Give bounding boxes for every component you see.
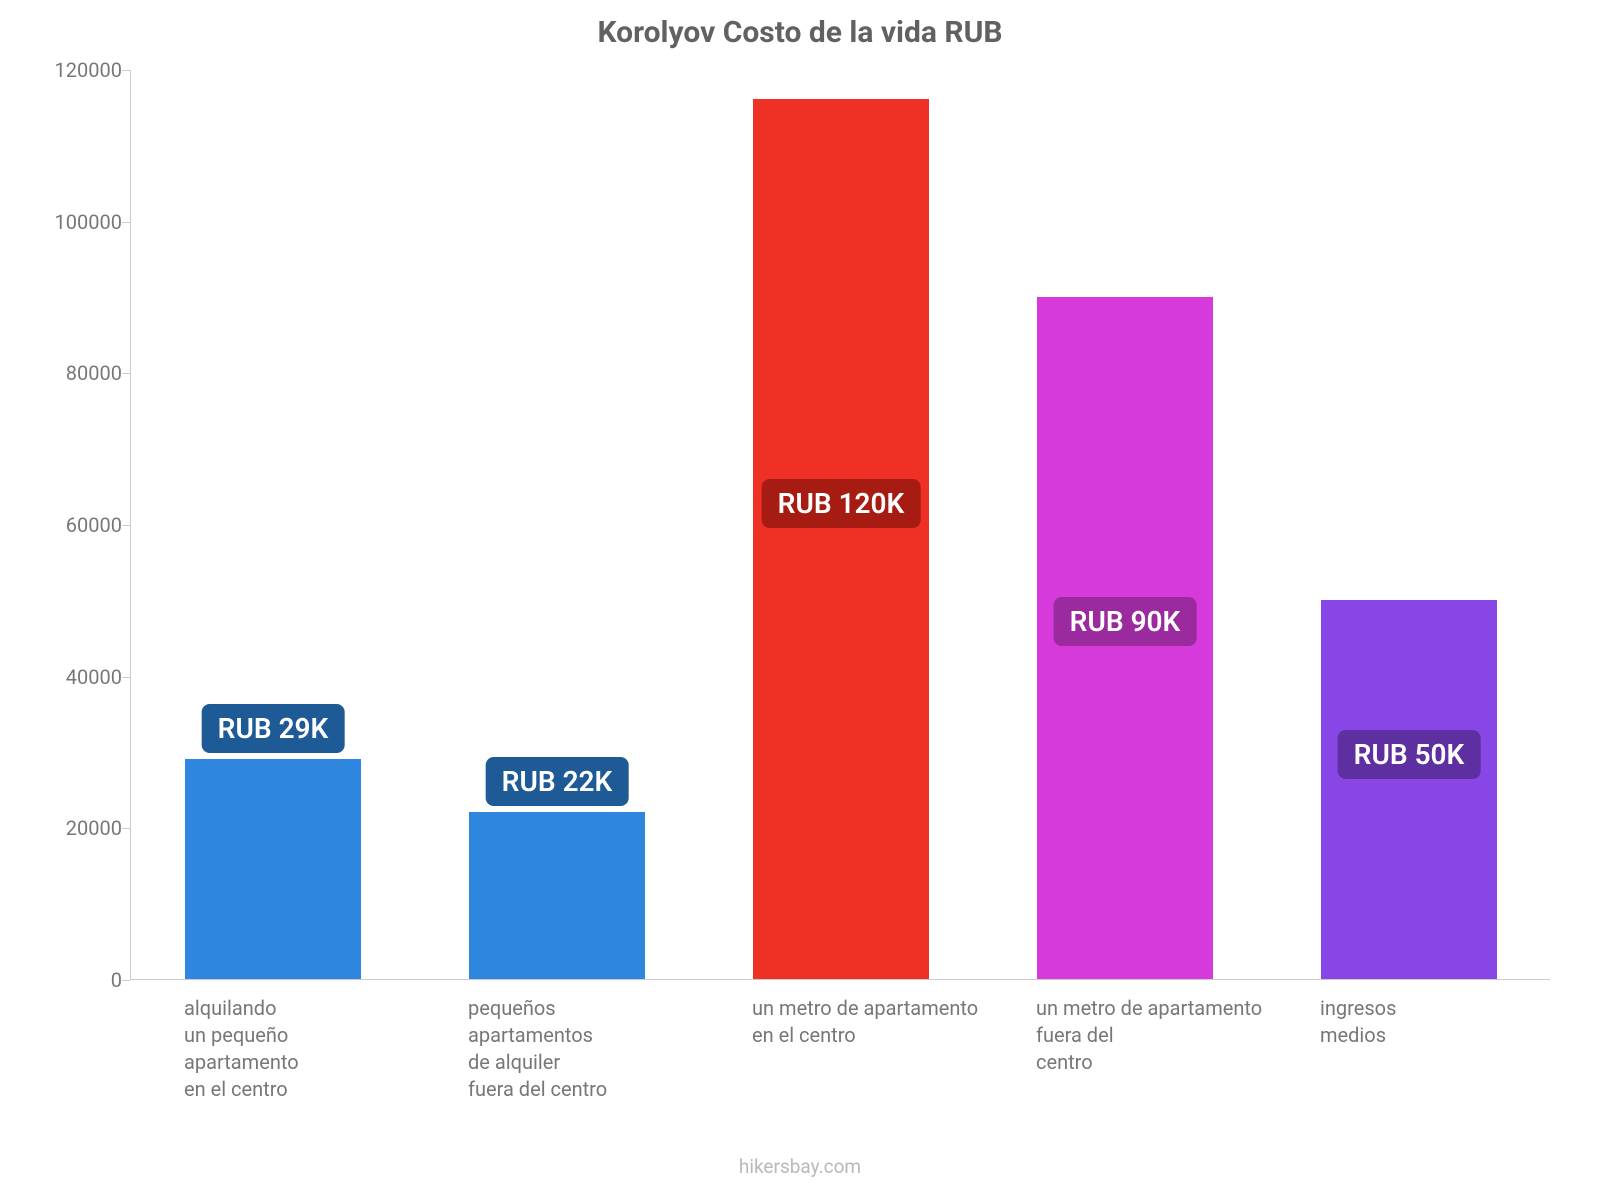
y-tick-mark xyxy=(122,222,130,223)
x-tick-label: ingresos medios xyxy=(1320,995,1396,1049)
x-tick-label: un metro de apartamento fuera del centro xyxy=(1036,995,1262,1076)
y-tick-label: 0 xyxy=(12,968,122,992)
y-tick-label: 80000 xyxy=(12,361,122,385)
bar-value-label: RUB 90K xyxy=(1054,597,1197,646)
chart-title: Korolyov Costo de la vida RUB xyxy=(0,15,1600,50)
x-tick-label: alquilando un pequeño apartamento en el … xyxy=(184,995,299,1103)
y-tick-label: 40000 xyxy=(12,665,122,689)
y-tick-label: 20000 xyxy=(12,816,122,840)
y-tick-mark xyxy=(122,677,130,678)
y-tick-label: 120000 xyxy=(12,58,122,82)
y-tick-mark xyxy=(122,828,130,829)
y-tick-mark xyxy=(122,70,130,71)
x-tick-label: un metro de apartamento en el centro xyxy=(752,995,978,1049)
bar: RUB 22K xyxy=(469,812,645,979)
bar-value-label: RUB 120K xyxy=(762,479,921,528)
y-tick-mark xyxy=(122,373,130,374)
bar: RUB 29K xyxy=(185,759,361,979)
y-tick-label: 100000 xyxy=(12,210,122,234)
attribution-text: hikersbay.com xyxy=(0,1155,1600,1178)
bar: RUB 50K xyxy=(1321,600,1497,979)
bar-value-label: RUB 22K xyxy=(486,757,629,806)
y-tick-label: 60000 xyxy=(12,513,122,537)
bar-value-label: RUB 29K xyxy=(202,704,345,753)
bar-value-label: RUB 50K xyxy=(1338,730,1481,779)
bar: RUB 120K xyxy=(753,99,929,979)
plot-area: RUB 29K RUB 22K RUB 120K RUB 90K RUB 50K xyxy=(130,70,1550,980)
y-tick-mark xyxy=(122,525,130,526)
bar: RUB 90K xyxy=(1037,297,1213,980)
x-tick-label: pequeños apartamentos de alquiler fuera … xyxy=(468,995,607,1103)
chart-container: Korolyov Costo de la vida RUB 0 20000 40… xyxy=(0,0,1600,1200)
y-tick-mark xyxy=(122,980,130,981)
